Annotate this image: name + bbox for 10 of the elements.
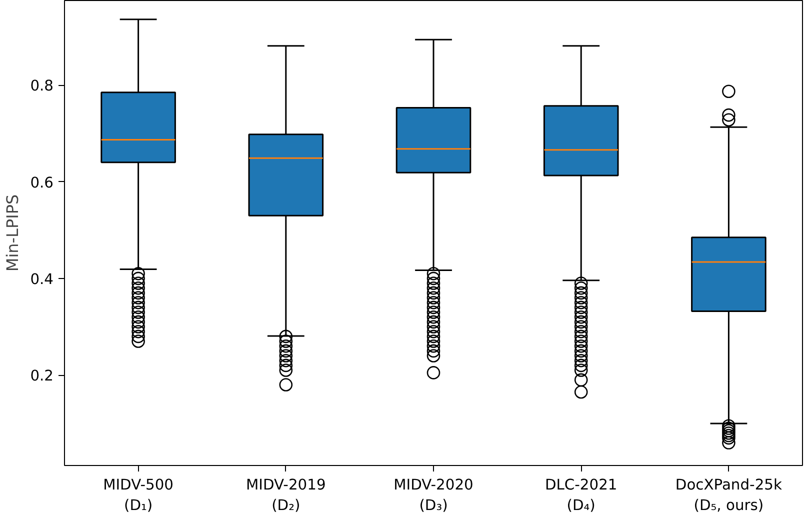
x-tick-label: MIDV-2020 (D₃) <box>394 476 474 514</box>
y-axis-title: Min-LPIPS <box>3 194 22 272</box>
x-tick-label: DLC-2021 (D₄) <box>544 476 618 514</box>
y-tick-label: 0.6 <box>30 174 54 192</box>
y-tick-label: 0.2 <box>30 368 54 385</box>
x-tick-label: MIDV-2019 (D₂) <box>246 476 326 514</box>
y-tick-label: 0.8 <box>30 78 54 95</box>
x-tick-label: MIDV-500 (D₁) <box>103 476 174 514</box>
y-tick-label: 0.4 <box>30 270 54 288</box>
x-tick-label: DocXPand-25k (D₅, ours) <box>675 476 782 514</box>
